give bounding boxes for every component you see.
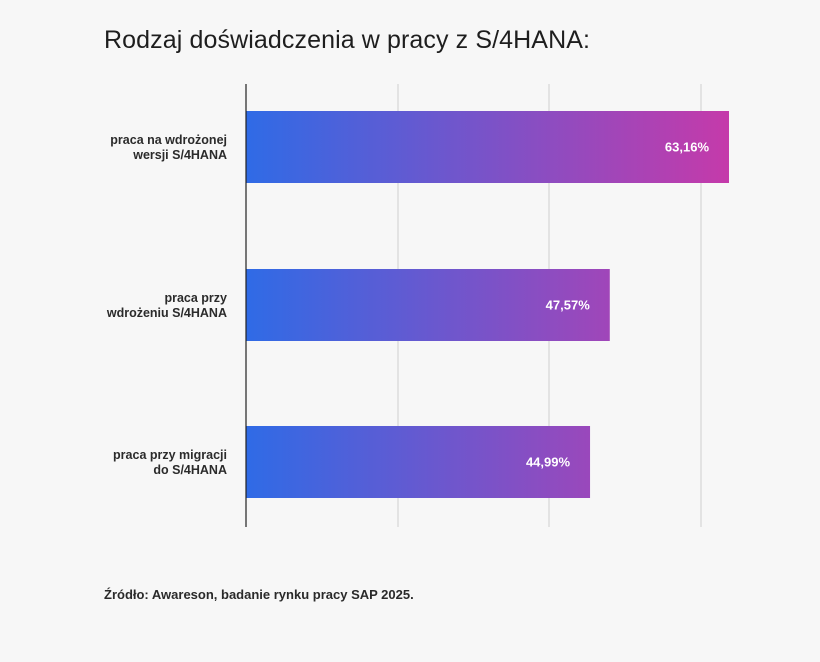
bar xyxy=(246,111,729,183)
bars xyxy=(246,111,729,498)
category-label: praca na wdrożonej xyxy=(110,133,227,147)
category-label: wersji S/4HANA xyxy=(132,148,227,162)
value-label: 63,16% xyxy=(665,140,710,155)
source-note: Źródło: Awareson, badanie rynku pracy SA… xyxy=(104,587,414,602)
value-labels: 63,16% 47,57% 44,99% xyxy=(526,140,709,470)
bar xyxy=(246,269,610,341)
value-label: 47,57% xyxy=(546,298,591,313)
chart-title: Rodzaj doświadczenia w pracy z S/4HANA: xyxy=(104,26,591,54)
category-label: praca przy migracji xyxy=(113,448,227,462)
bar xyxy=(246,426,591,498)
category-label: do S/4HANA xyxy=(153,463,227,477)
value-label: 44,99% xyxy=(526,455,571,470)
category-label: praca przy xyxy=(164,291,227,305)
category-label: wdrożeniu S/4HANA xyxy=(106,306,227,320)
